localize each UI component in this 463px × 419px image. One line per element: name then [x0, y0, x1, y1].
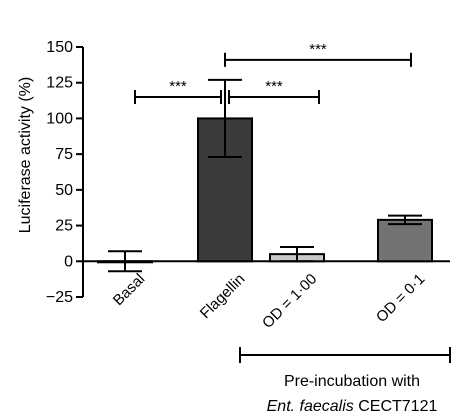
- significance-label: ***: [169, 78, 187, 95]
- category-label: Flagellin: [197, 271, 249, 323]
- y-tick-label: −25: [46, 289, 73, 306]
- group-label-organism: Ent. faecalis: [267, 398, 354, 415]
- group-label-line2: Ent. faecalis CECT7121: [267, 398, 438, 415]
- bar: [377, 218, 433, 263]
- significance-label: ***: [309, 41, 327, 58]
- y-tick-label: 25: [55, 218, 73, 235]
- significance-label: ***: [265, 78, 283, 95]
- y-tick-label: 0: [64, 253, 73, 270]
- y-tick-label: 150: [46, 39, 73, 56]
- y-tick-label: 125: [46, 75, 73, 92]
- group-label-strain: CECT7121: [354, 398, 438, 415]
- y-tick-label: 75: [55, 146, 73, 163]
- category-label: OD = 0·1: [373, 271, 428, 326]
- y-axis-label: Luciferase activity (%): [17, 77, 34, 234]
- group-label-line1: Pre-incubation with: [284, 373, 420, 390]
- category-label: Basal: [110, 271, 149, 310]
- y-tick-label: 100: [46, 110, 73, 127]
- y-tick-label: 50: [55, 182, 73, 199]
- category-label: OD = 1·00: [259, 271, 320, 332]
